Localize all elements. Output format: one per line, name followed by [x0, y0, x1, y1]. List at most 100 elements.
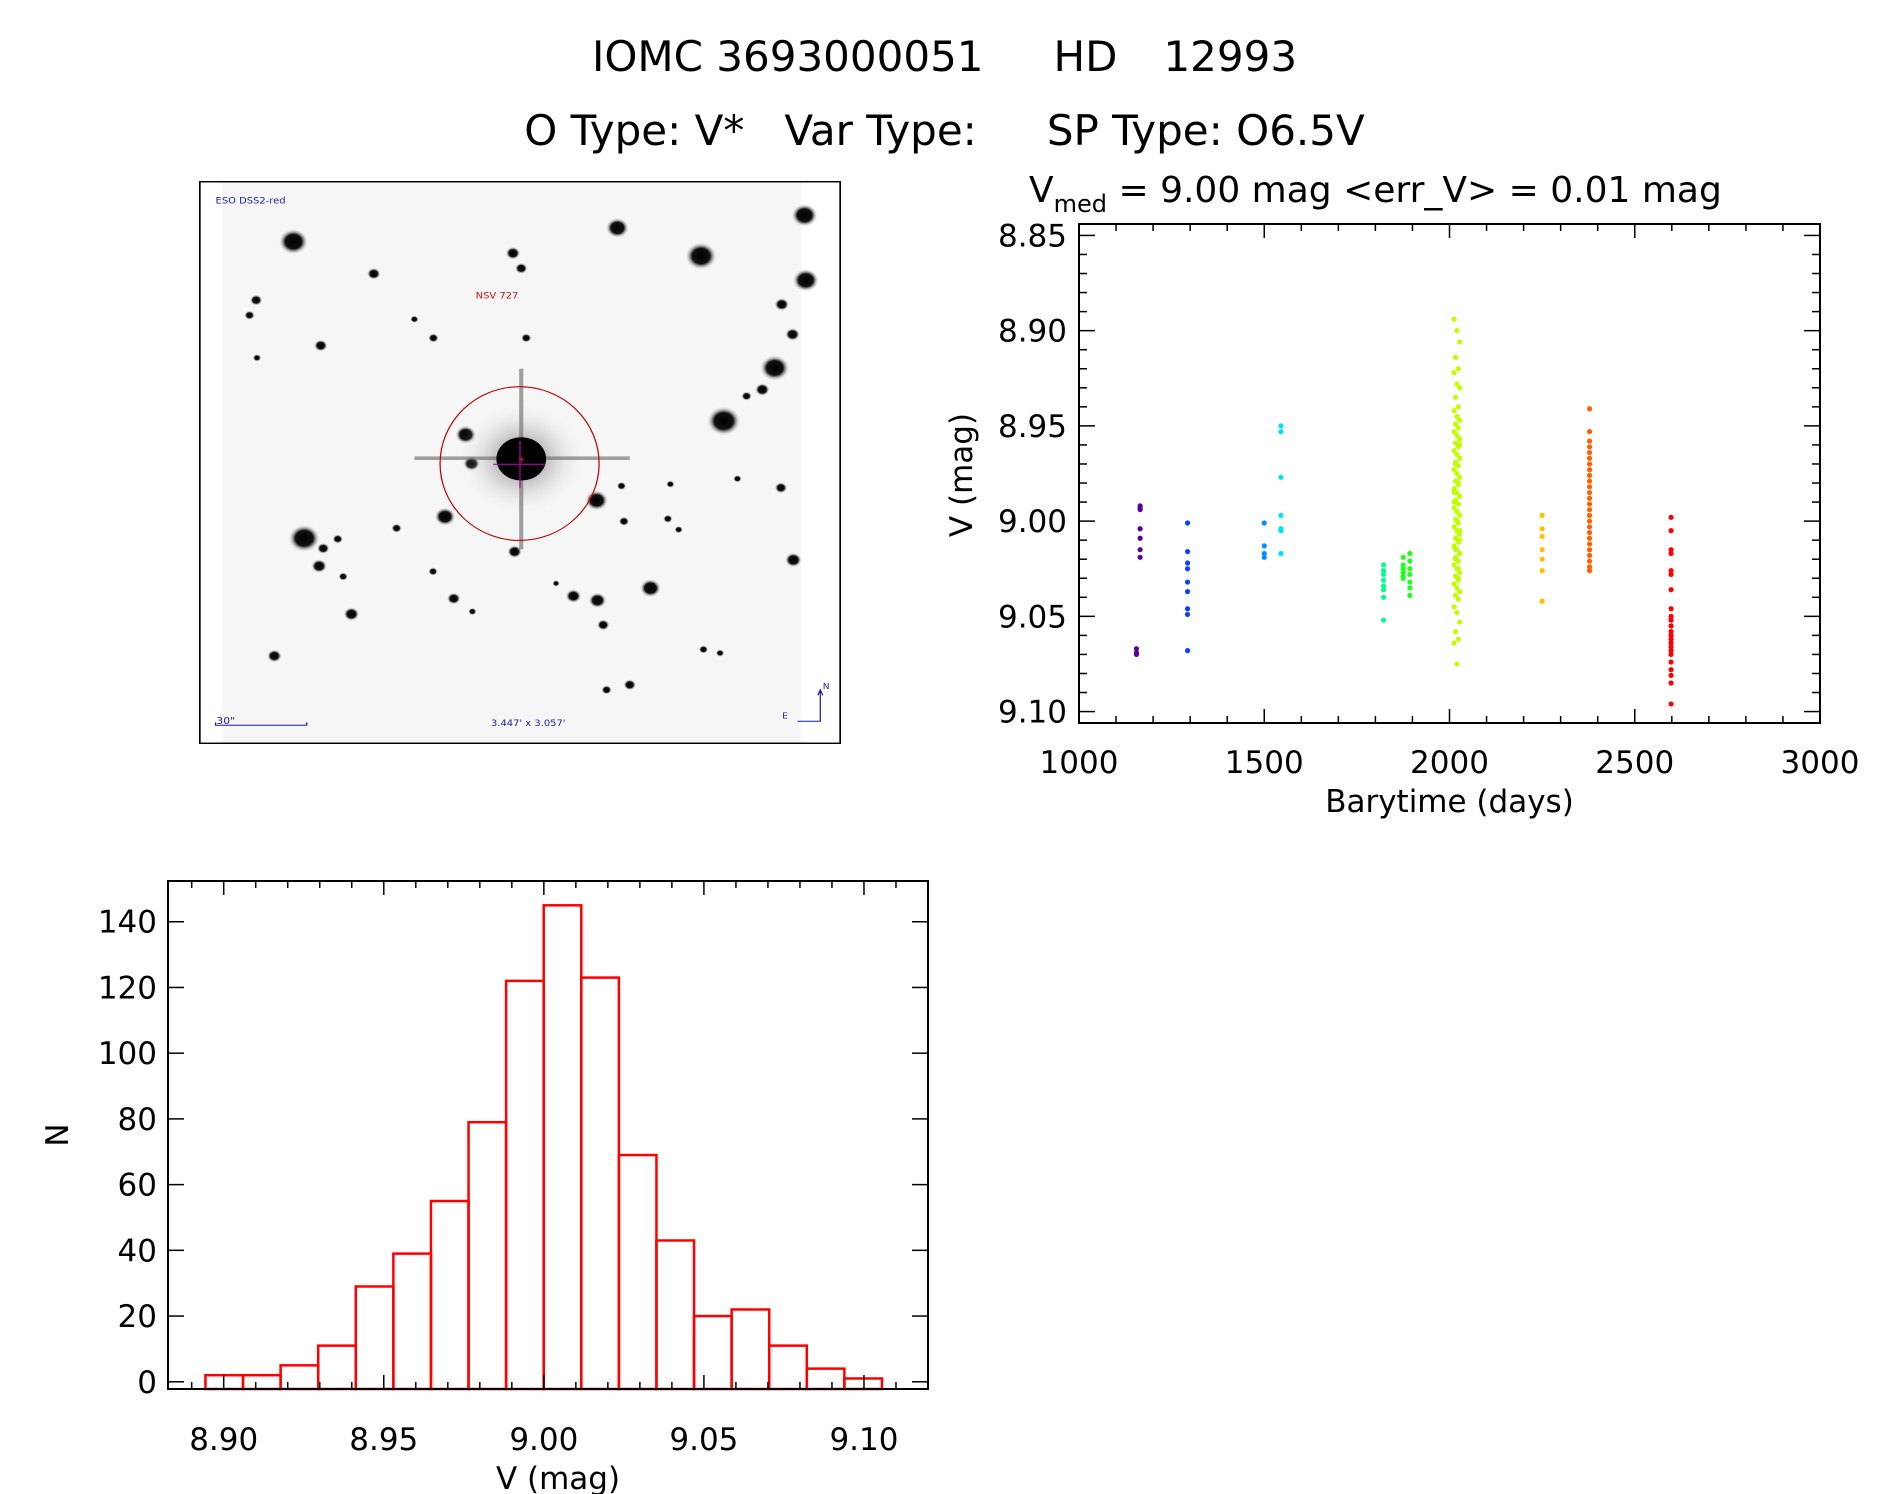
data-point [1184, 548, 1191, 555]
data-point [1407, 566, 1413, 572]
data-point [1452, 421, 1459, 427]
data-point [1539, 526, 1545, 532]
field-star [741, 391, 752, 401]
data-point [1278, 423, 1284, 429]
y-tick-label: 100 [98, 1036, 157, 1072]
lightcurve-frame [1078, 223, 1821, 724]
data-point [1278, 474, 1284, 480]
y-axis-label: N [40, 1123, 76, 1146]
field-star [391, 523, 402, 533]
data-point [1454, 609, 1460, 616]
spectral-type: SP Type: O6.5V [1046, 106, 1365, 155]
data-point [1278, 528, 1284, 534]
field-star [754, 383, 770, 397]
data-point [1400, 566, 1406, 572]
data-point [1380, 583, 1387, 589]
data-point [1400, 569, 1406, 576]
data-point [1668, 613, 1674, 619]
data-point [1137, 554, 1143, 560]
field-star [288, 524, 321, 553]
data-point [1668, 701, 1674, 707]
field-star [507, 545, 523, 559]
data-point [1452, 592, 1459, 598]
data-point [1457, 474, 1463, 480]
y-tick-label: 20 [118, 1299, 157, 1335]
vmed-symbol: V [1029, 170, 1054, 211]
data-point [1668, 606, 1674, 612]
data-point [1451, 499, 1457, 505]
field-star [266, 649, 282, 663]
data-point [1261, 550, 1267, 557]
data-point [1184, 560, 1191, 566]
target-star: + [414, 368, 630, 550]
data-point [1407, 585, 1413, 591]
data-point [1451, 486, 1457, 492]
title-hd-label: HD [1053, 32, 1118, 81]
data-point [1380, 568, 1387, 574]
data-point [1454, 518, 1460, 524]
field-star [565, 588, 582, 604]
data-point [1586, 535, 1593, 541]
target-circle [439, 386, 600, 541]
data-point [1668, 623, 1674, 629]
field-star [468, 607, 477, 616]
data-point [1586, 518, 1593, 524]
y-tick-label: 8.85 [998, 218, 1067, 254]
field-star [514, 262, 528, 274]
data-point [1586, 406, 1593, 412]
data-point [1457, 339, 1463, 345]
data-point [1457, 528, 1463, 534]
data-point [1586, 467, 1593, 473]
data-point [1457, 417, 1463, 423]
field-star [684, 241, 718, 271]
data-point [1451, 467, 1457, 473]
data-point [1451, 428, 1457, 435]
title-hd-number: 12993 [1163, 32, 1298, 81]
data-point [1668, 636, 1674, 642]
field-star [666, 480, 675, 488]
field-star [588, 592, 607, 609]
histogram-bar [316, 1344, 358, 1391]
data-point [1668, 587, 1674, 593]
field-star [338, 572, 348, 581]
data-point [1407, 579, 1413, 585]
survey-label: ESO DSS2-red [216, 196, 286, 206]
field-star [785, 327, 801, 341]
y-tick-label: 120 [98, 970, 157, 1006]
data-point [1457, 442, 1463, 448]
data-point [1668, 568, 1674, 574]
data-point [1380, 577, 1387, 583]
histogram-bar [392, 1252, 433, 1391]
data-point [1539, 547, 1545, 553]
data-point [1668, 528, 1674, 534]
data-point [1451, 562, 1457, 568]
field-star [278, 228, 309, 255]
data-point [1454, 328, 1460, 334]
x-tick-label: 8.95 [349, 1422, 418, 1458]
x-tick-label: 9.10 [829, 1422, 898, 1458]
data-point [1455, 596, 1461, 602]
y-tick-label: 9.00 [998, 504, 1067, 540]
data-point [1278, 428, 1284, 435]
data-point [1457, 588, 1463, 595]
x-tick-label: 3000 [1781, 745, 1860, 781]
data-point [1586, 568, 1593, 574]
data-point [1586, 524, 1593, 530]
field-star [616, 481, 627, 491]
field-star [663, 514, 673, 524]
data-point [1668, 640, 1674, 646]
histogram-bar [504, 979, 545, 1391]
field-star [596, 619, 610, 631]
data-point [1452, 556, 1459, 562]
data-point [1261, 543, 1267, 549]
histogram-bar [767, 1344, 809, 1391]
data-point [1539, 556, 1545, 562]
data-point [1586, 501, 1593, 507]
data-point [1455, 636, 1461, 642]
data-point [1184, 606, 1191, 612]
data-point [1451, 489, 1457, 496]
x-tick-label: 2500 [1595, 745, 1674, 781]
histogram-bar [542, 904, 583, 1391]
north-label: N [823, 683, 830, 692]
